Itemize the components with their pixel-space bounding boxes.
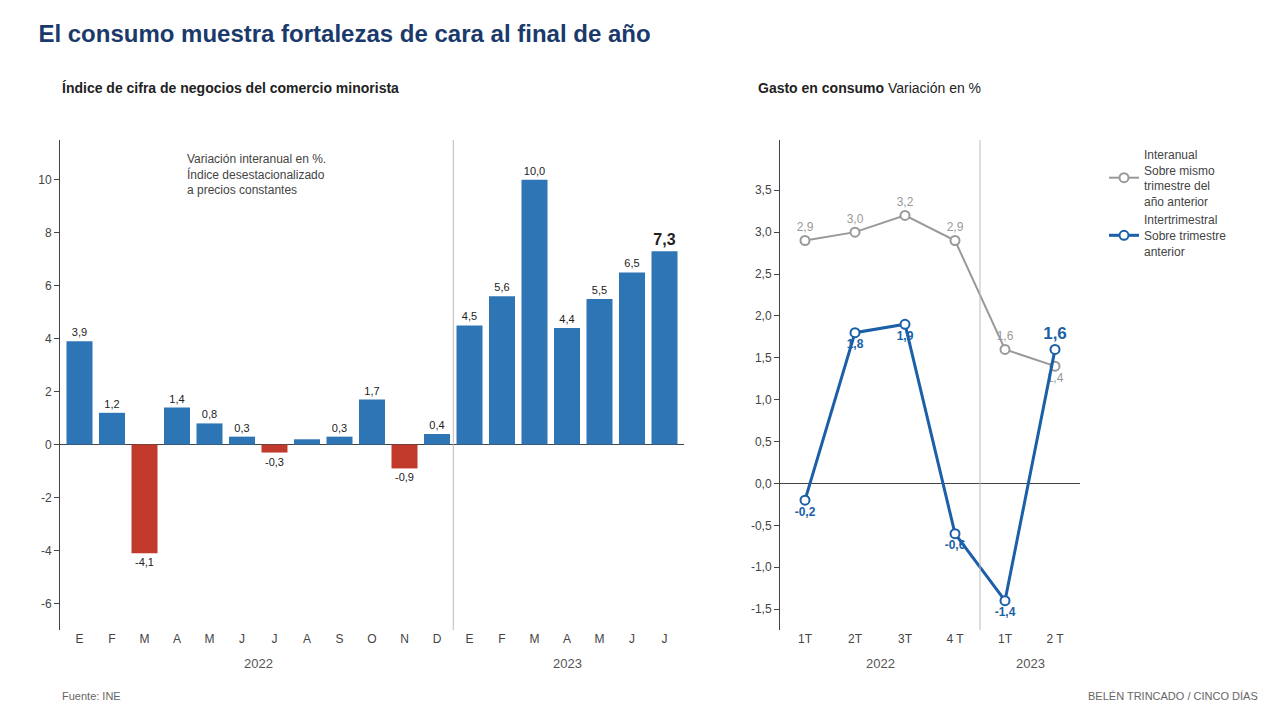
svg-text:1,6: 1,6 bbox=[1043, 324, 1067, 343]
svg-text:0,3: 0,3 bbox=[234, 422, 249, 434]
svg-text:4,5: 4,5 bbox=[462, 310, 477, 322]
svg-text:6,5: 6,5 bbox=[624, 257, 639, 269]
svg-text:3,9: 3,9 bbox=[72, 326, 87, 338]
svg-text:1,9: 1,9 bbox=[897, 329, 914, 343]
svg-text:10: 10 bbox=[38, 173, 52, 187]
svg-text:10,0: 10,0 bbox=[524, 165, 545, 177]
svg-text:1,0: 1,0 bbox=[755, 393, 772, 407]
svg-text:-2: -2 bbox=[41, 491, 52, 505]
svg-text:M: M bbox=[595, 632, 605, 646]
svg-text:2,9: 2,9 bbox=[797, 220, 814, 234]
svg-text:-1,5: -1,5 bbox=[751, 602, 772, 616]
svg-text:-0,6: -0,6 bbox=[945, 538, 966, 552]
svg-text:A: A bbox=[303, 632, 311, 646]
svg-text:S: S bbox=[335, 632, 343, 646]
svg-text:-0,2: -0,2 bbox=[795, 505, 816, 519]
svg-text:7,3: 7,3 bbox=[653, 231, 675, 248]
svg-text:3,0: 3,0 bbox=[755, 225, 772, 239]
svg-text:3,2: 3,2 bbox=[897, 195, 914, 209]
svg-text:Gasto en consumo Variación en: Gasto en consumo Variación en % bbox=[758, 80, 981, 96]
svg-text:E: E bbox=[465, 632, 473, 646]
svg-text:Índice de cifra de negocios de: Índice de cifra de negocios del comercio… bbox=[62, 80, 399, 96]
svg-text:BELÉN TRINCADO / CINCO DÍAS: BELÉN TRINCADO / CINCO DÍAS bbox=[1088, 690, 1258, 702]
svg-text:1T: 1T bbox=[998, 632, 1013, 646]
svg-text:2,0: 2,0 bbox=[755, 309, 772, 323]
svg-text:4,4: 4,4 bbox=[559, 313, 574, 325]
svg-text:1,4: 1,4 bbox=[169, 393, 184, 405]
svg-text:8: 8 bbox=[45, 226, 52, 240]
svg-text:-0,9: -0,9 bbox=[395, 471, 414, 483]
svg-text:M: M bbox=[530, 632, 540, 646]
svg-text:0,5: 0,5 bbox=[755, 435, 772, 449]
svg-text:-1,0: -1,0 bbox=[751, 560, 772, 574]
svg-text:0,4: 0,4 bbox=[429, 419, 444, 431]
svg-text:InteranualSobre mismotrimestre: InteranualSobre mismotrimestre delaño an… bbox=[1144, 148, 1215, 209]
svg-text:4 T: 4 T bbox=[946, 632, 964, 646]
svg-text:2 T: 2 T bbox=[1046, 632, 1064, 646]
svg-text:3T: 3T bbox=[898, 632, 913, 646]
svg-text:J: J bbox=[662, 632, 668, 646]
svg-text:-0,3: -0,3 bbox=[265, 456, 284, 468]
svg-text:1,5: 1,5 bbox=[755, 351, 772, 365]
svg-text:N: N bbox=[400, 632, 409, 646]
svg-text:6: 6 bbox=[45, 279, 52, 293]
svg-text:0: 0 bbox=[45, 438, 52, 452]
svg-text:-4,1: -4,1 bbox=[135, 556, 154, 568]
svg-text:2022: 2022 bbox=[244, 656, 273, 671]
svg-text:J: J bbox=[629, 632, 635, 646]
svg-text:0,8: 0,8 bbox=[202, 408, 217, 420]
svg-text:Fuente: INE: Fuente: INE bbox=[62, 690, 121, 702]
svg-text:2023: 2023 bbox=[553, 656, 582, 671]
svg-text:M: M bbox=[140, 632, 150, 646]
svg-text:A: A bbox=[563, 632, 571, 646]
svg-text:J: J bbox=[239, 632, 245, 646]
svg-text:F: F bbox=[108, 632, 115, 646]
svg-text:El consumo muestra fortalezas: El consumo muestra fortalezas de cara al… bbox=[38, 20, 650, 47]
svg-text:-0,5: -0,5 bbox=[751, 519, 772, 533]
svg-text:5,6: 5,6 bbox=[494, 281, 509, 293]
svg-text:5,5: 5,5 bbox=[592, 284, 607, 296]
svg-text:1T: 1T bbox=[798, 632, 813, 646]
svg-text:1,6: 1,6 bbox=[997, 329, 1014, 343]
svg-text:F: F bbox=[498, 632, 505, 646]
svg-text:A: A bbox=[173, 632, 181, 646]
svg-text:2,9: 2,9 bbox=[947, 220, 964, 234]
svg-text:O: O bbox=[367, 632, 376, 646]
svg-text:1,8: 1,8 bbox=[847, 337, 864, 351]
svg-text:0,0: 0,0 bbox=[755, 477, 772, 491]
svg-text:-6: -6 bbox=[41, 597, 52, 611]
svg-text:-4: -4 bbox=[41, 544, 52, 558]
svg-text:2T: 2T bbox=[848, 632, 863, 646]
svg-text:2022: 2022 bbox=[866, 656, 895, 671]
svg-text:M: M bbox=[205, 632, 215, 646]
svg-text:0,3: 0,3 bbox=[332, 422, 347, 434]
svg-text:3,5: 3,5 bbox=[755, 183, 772, 197]
svg-text:2,5: 2,5 bbox=[755, 267, 772, 281]
svg-text:IntertrimestralSobre trimestre: IntertrimestralSobre trimestreanterior bbox=[1144, 213, 1226, 258]
svg-text:E: E bbox=[75, 632, 83, 646]
svg-text:-1,4: -1,4 bbox=[995, 605, 1016, 619]
svg-text:3,0: 3,0 bbox=[847, 212, 864, 226]
svg-text:Variación interanual en %.Índi: Variación interanual en %.Índice desesta… bbox=[187, 152, 326, 197]
svg-text:4: 4 bbox=[45, 332, 52, 346]
svg-text:2023: 2023 bbox=[1016, 656, 1045, 671]
svg-text:1,4: 1,4 bbox=[1047, 371, 1064, 385]
svg-text:J: J bbox=[272, 632, 278, 646]
svg-text:D: D bbox=[433, 632, 442, 646]
svg-text:1,7: 1,7 bbox=[364, 385, 379, 397]
svg-text:1,2: 1,2 bbox=[104, 398, 119, 410]
svg-text:2: 2 bbox=[45, 385, 52, 399]
